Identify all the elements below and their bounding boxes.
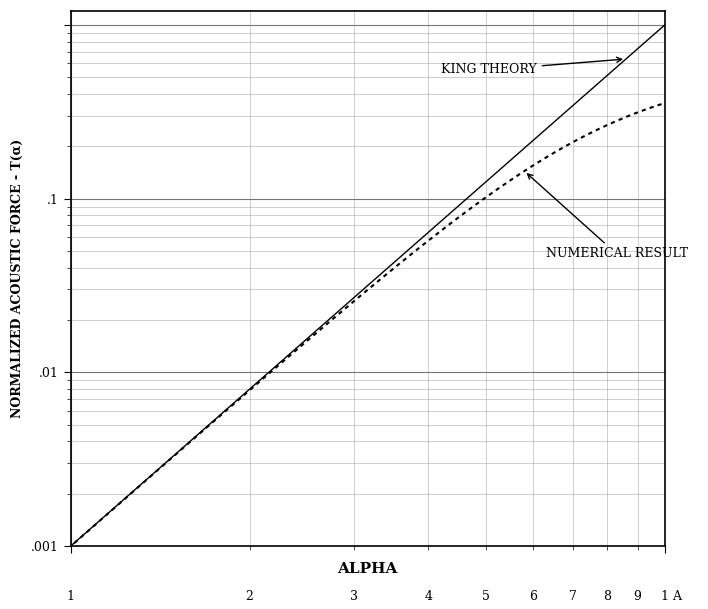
X-axis label: ALPHA: ALPHA	[338, 562, 398, 576]
Y-axis label: NORMALIZED ACOUSTIC FORCE - T(α): NORMALIZED ACOUSTIC FORCE - T(α)	[11, 139, 24, 418]
Text: 1: 1	[67, 590, 75, 604]
Text: 7: 7	[569, 590, 577, 604]
Text: 6: 6	[529, 590, 537, 604]
Text: 5: 5	[482, 590, 490, 604]
Text: 3: 3	[350, 590, 358, 604]
Text: A: A	[673, 590, 682, 604]
Text: 9: 9	[634, 590, 641, 604]
Text: 4: 4	[424, 590, 433, 604]
Text: 1: 1	[661, 590, 669, 604]
Text: NUMERICAL RESULT: NUMERICAL RESULT	[527, 174, 687, 261]
Text: 8: 8	[603, 590, 611, 604]
Text: 2: 2	[246, 590, 253, 604]
Text: KING THEORY: KING THEORY	[441, 57, 622, 77]
